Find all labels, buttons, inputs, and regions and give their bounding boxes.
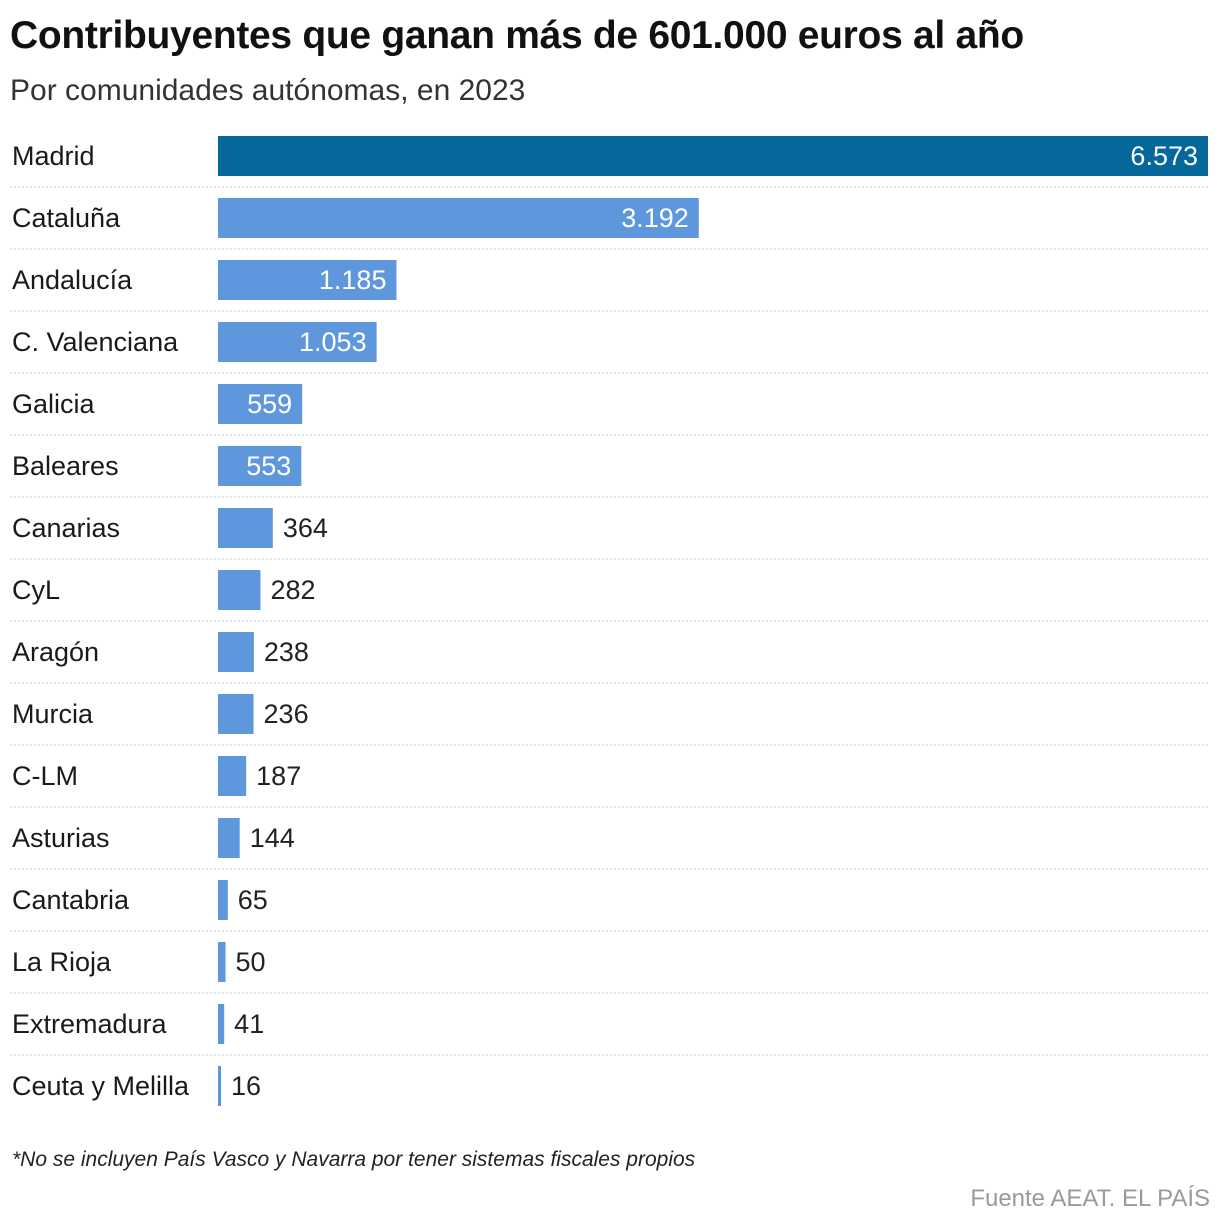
value-label: 16: [231, 1071, 261, 1101]
category-label: Murcia: [12, 699, 94, 729]
bar: [218, 260, 397, 300]
category-label: Aragón: [12, 637, 99, 667]
value-label: 41: [234, 1009, 264, 1039]
bar: [218, 570, 261, 610]
category-label: C-LM: [12, 761, 78, 791]
chart-title: Contribuyentes que ganan más de 601.000 …: [10, 14, 1024, 57]
bar: [218, 880, 228, 920]
category-label: La Rioja: [12, 947, 112, 977]
category-label: Baleares: [12, 451, 119, 481]
category-label: Galicia: [12, 389, 96, 419]
value-label: 187: [256, 761, 301, 791]
value-label: 559: [247, 389, 292, 419]
chart-subtitle: Por comunidades autónomas, en 2023: [10, 74, 526, 107]
bar: [218, 446, 302, 486]
bar: [218, 756, 247, 796]
value-label: 553: [246, 451, 291, 481]
value-label: 364: [283, 513, 328, 543]
category-label: Madrid: [12, 141, 95, 171]
bar: [218, 384, 303, 424]
bar: [218, 508, 273, 548]
value-label: 50: [236, 947, 266, 977]
chart-source: Fuente AEAT. EL PAÍS: [970, 1185, 1210, 1212]
bar: [218, 136, 1208, 176]
bar: [218, 632, 254, 672]
bar: [218, 942, 226, 982]
value-label: 236: [264, 699, 309, 729]
category-label: Cataluña: [12, 203, 121, 233]
category-label: Canarias: [12, 513, 120, 543]
bar: [218, 1004, 225, 1044]
category-label: CyL: [12, 575, 60, 605]
value-label: 144: [250, 823, 295, 853]
category-label: Andalucía: [12, 265, 133, 295]
value-label: 6.573: [1130, 141, 1198, 171]
value-label: 3.192: [621, 203, 689, 233]
category-label: Cantabria: [12, 885, 130, 915]
category-label: C. Valenciana: [12, 327, 179, 357]
value-label: 282: [270, 575, 315, 605]
value-label: 65: [238, 885, 268, 915]
value-label: 238: [264, 637, 309, 667]
bar: [218, 818, 240, 858]
value-label: 1.185: [319, 265, 387, 295]
chart-footnote: *No se incluyen País Vasco y Navarra por…: [12, 1148, 696, 1171]
bar: [218, 694, 254, 734]
bar: [218, 198, 699, 238]
bar: [218, 322, 377, 362]
value-label: 1.053: [299, 327, 367, 357]
bar: [218, 1066, 221, 1106]
category-label: Ceuta y Melilla: [12, 1071, 190, 1101]
category-label: Extremadura: [12, 1009, 168, 1039]
category-label: Asturias: [12, 823, 110, 853]
